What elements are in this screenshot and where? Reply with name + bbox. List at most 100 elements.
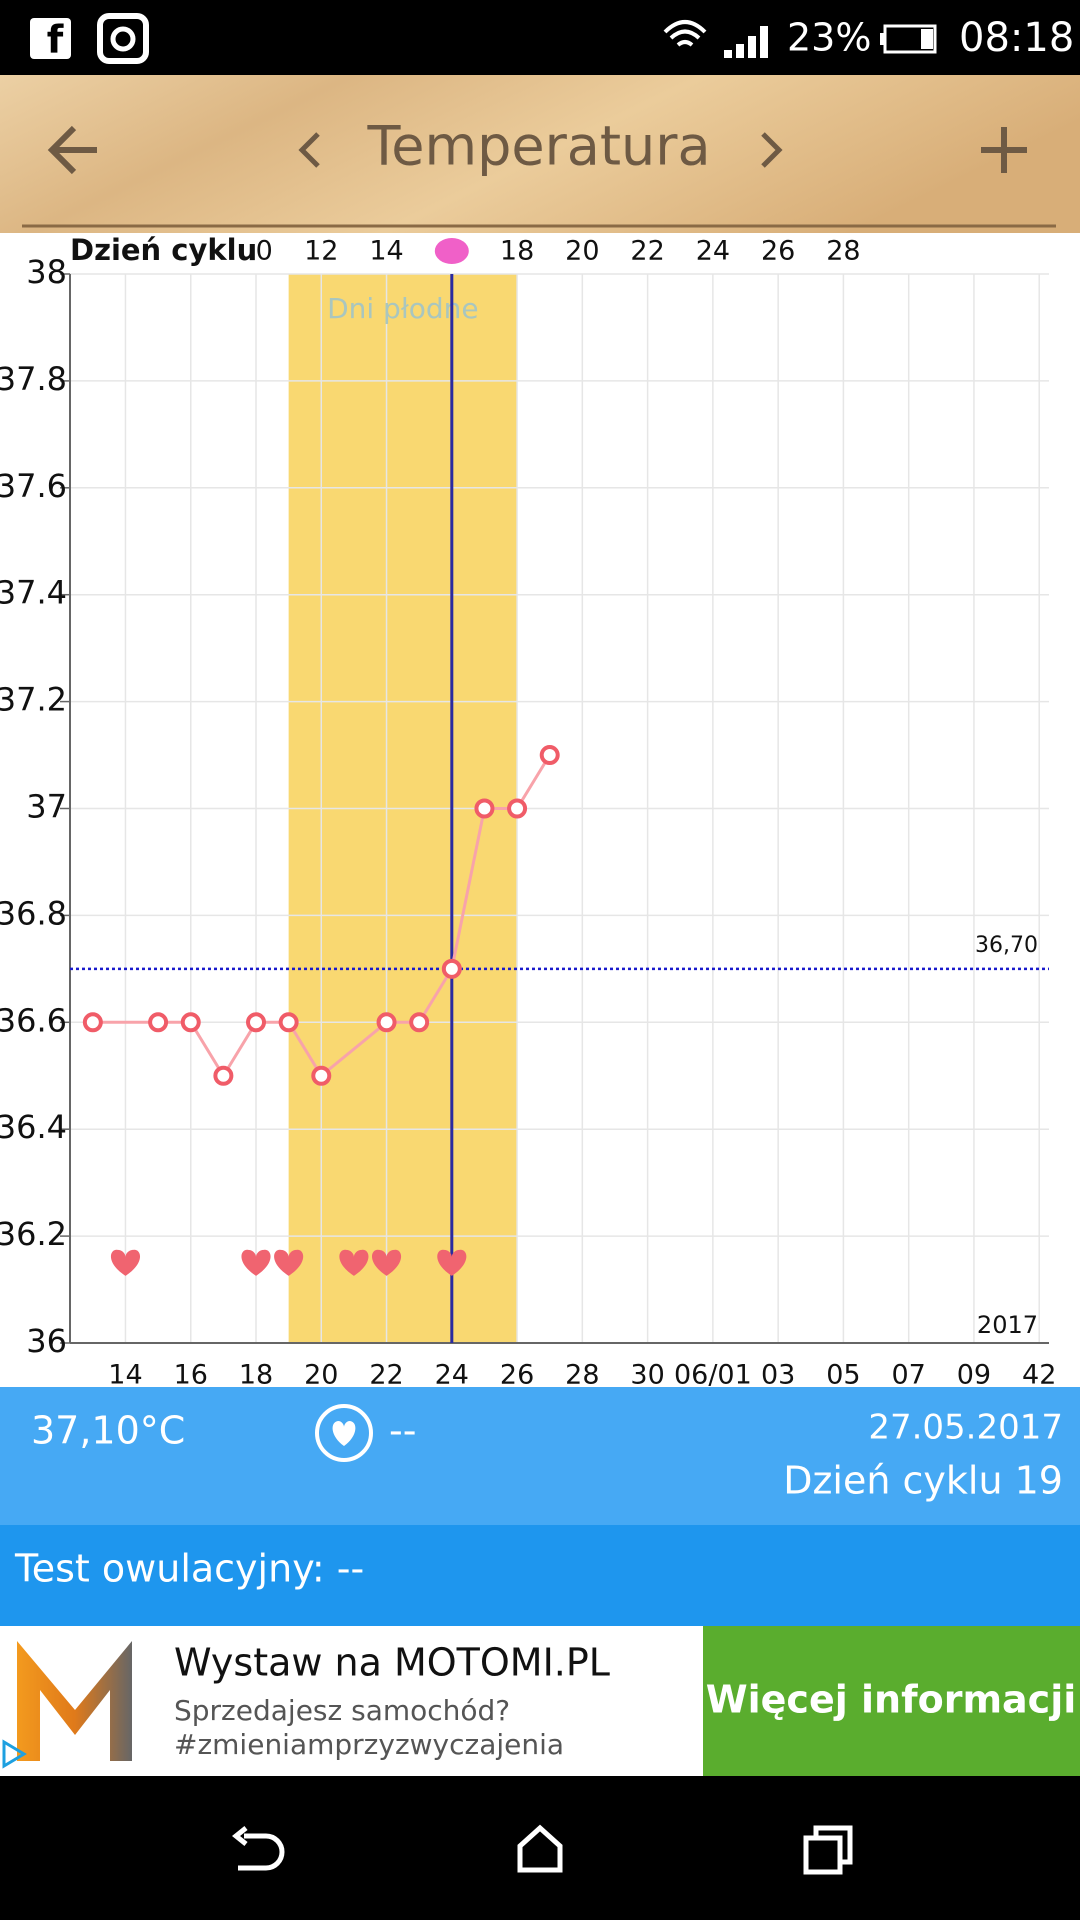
x-tick-label: 30 [630,1360,664,1391]
cycle-day-tick: 14 [369,236,403,267]
temperature-point [82,1012,103,1033]
temperature-point [409,1012,430,1033]
date: 27.05.2017 [868,1408,1063,1448]
x-tick-label: 26 [500,1360,534,1391]
x-tick-label: 18 [239,1360,273,1391]
next-button[interactable] [761,132,783,168]
cycle-day-axis-label: Dzień cyklu [70,233,257,267]
x-tick-label: 07 [891,1360,925,1391]
y-tick-label: 36.4 [0,1108,67,1146]
ovulation-test[interactable]: Test owulacyjny: -- [14,1547,364,1591]
nav-bar [0,1776,1080,1920]
cycle-day-tick: 28 [826,236,860,267]
nav-recents[interactable] [803,1835,843,1875]
ad-button-label[interactable]: Więcej informacji [706,1678,1077,1722]
facebook-glyph: f [47,18,64,62]
temperature-point [376,1012,397,1033]
intercourse-heart [371,1249,402,1276]
intercourse-heart [110,1249,141,1276]
y-tick-label: 37.6 [0,467,67,505]
instagram-icon [97,13,149,64]
intercourse-heart [274,1249,304,1276]
coverline-label: 36,70 [975,933,1038,958]
temperature-point [246,1012,267,1033]
y-tick-label: 36.2 [0,1215,67,1253]
cycle-day-tick: 18 [500,236,534,267]
ad-button[interactable] [703,1626,1080,1776]
cycle-day-tick: 0 [256,236,273,267]
temperature-point [539,745,560,766]
intercourse-value: -- [389,1409,416,1453]
cycle-day: Dzień cyklu 19 [783,1459,1063,1503]
x-tick-label: 09 [957,1360,991,1391]
ad-line2: #zmieniamprzyzwyczajenia [174,1728,564,1761]
y-tick-label: 38 [26,253,67,291]
ad-choices-icon[interactable] [2,1739,27,1769]
fertile-label: Dni płodne [327,292,479,325]
header-title: Temperatura [366,115,710,178]
add-button[interactable] [981,127,1027,173]
cycle-day-tick: 20 [565,236,599,267]
x-tick-label: 42 [1022,1360,1056,1391]
nav-home[interactable] [517,1824,563,1873]
intercourse-heart [437,1249,467,1276]
intercourse-heart [332,1421,356,1446]
y-tick-label: 36 [26,1322,67,1360]
intercourse-heart [339,1249,369,1276]
cycle-day-tick: 22 [630,236,664,267]
intercourse-heart [241,1249,271,1276]
status-bar [0,0,1080,75]
info-panel [0,1387,1080,1525]
x-tick-label: 14 [108,1360,142,1391]
year-label: 2017 [977,1311,1038,1339]
temperature-point [278,1012,299,1033]
temperature-point [507,798,528,819]
temperature-value: 37,10°C [31,1409,185,1453]
temperature-point [148,1012,169,1033]
temperature-point [311,1065,332,1086]
clock: 08:18 [959,15,1074,61]
nav-back[interactable] [231,1826,285,1871]
prev-button[interactable] [298,132,320,168]
y-tick-label: 37.4 [0,574,67,612]
ad-logo [17,1641,132,1761]
temperature-point [213,1065,234,1086]
x-tick-label: 06/01 [674,1360,752,1391]
intercourse-icon [315,1404,373,1462]
y-tick-label: 37 [26,788,67,826]
x-tick-label: 03 [761,1360,795,1391]
temperature-point [180,1012,201,1033]
x-tick-label: 24 [435,1360,469,1391]
battery-tip [880,33,885,45]
ovulation-test-panel [0,1525,1080,1626]
y-tick-label: 36.8 [0,894,67,932]
temperature-point [441,958,462,979]
y-tick-label: 37.2 [0,681,67,719]
ad-title: Wystaw na MOTOMI.PL [174,1641,610,1685]
cycle-day-tick: 24 [696,236,730,267]
battery-percent: 23% [787,16,871,60]
header [0,75,1080,233]
nav-recents-back [813,1825,853,1865]
temperature-point [474,798,495,819]
facebook-icon [30,18,71,59]
y-tick-label: 36.6 [0,1001,67,1039]
cycle-day-tick: 26 [761,236,795,267]
ad-line1: Sprzedajesz samochód? [174,1694,510,1727]
back-button[interactable] [47,125,97,175]
ovulation-icon [434,238,469,264]
signal-icon [724,26,768,58]
instagram-lens [110,26,136,52]
wifi-icon [663,20,707,47]
y-tick-label: 37.8 [0,360,67,398]
chart: 36 36.2 36.4 36.6 36.8 37 37.2 37.4 37.6 37.8 38 14… [0,233,1056,1391]
battery-level [921,29,933,49]
x-tick-label: 16 [174,1360,208,1391]
cycle-day-tick: 12 [304,236,338,267]
x-tick-label: 28 [565,1360,599,1391]
x-tick-label: 22 [369,1360,403,1391]
x-tick-label: 05 [826,1360,860,1391]
chart-background [0,233,1080,1387]
